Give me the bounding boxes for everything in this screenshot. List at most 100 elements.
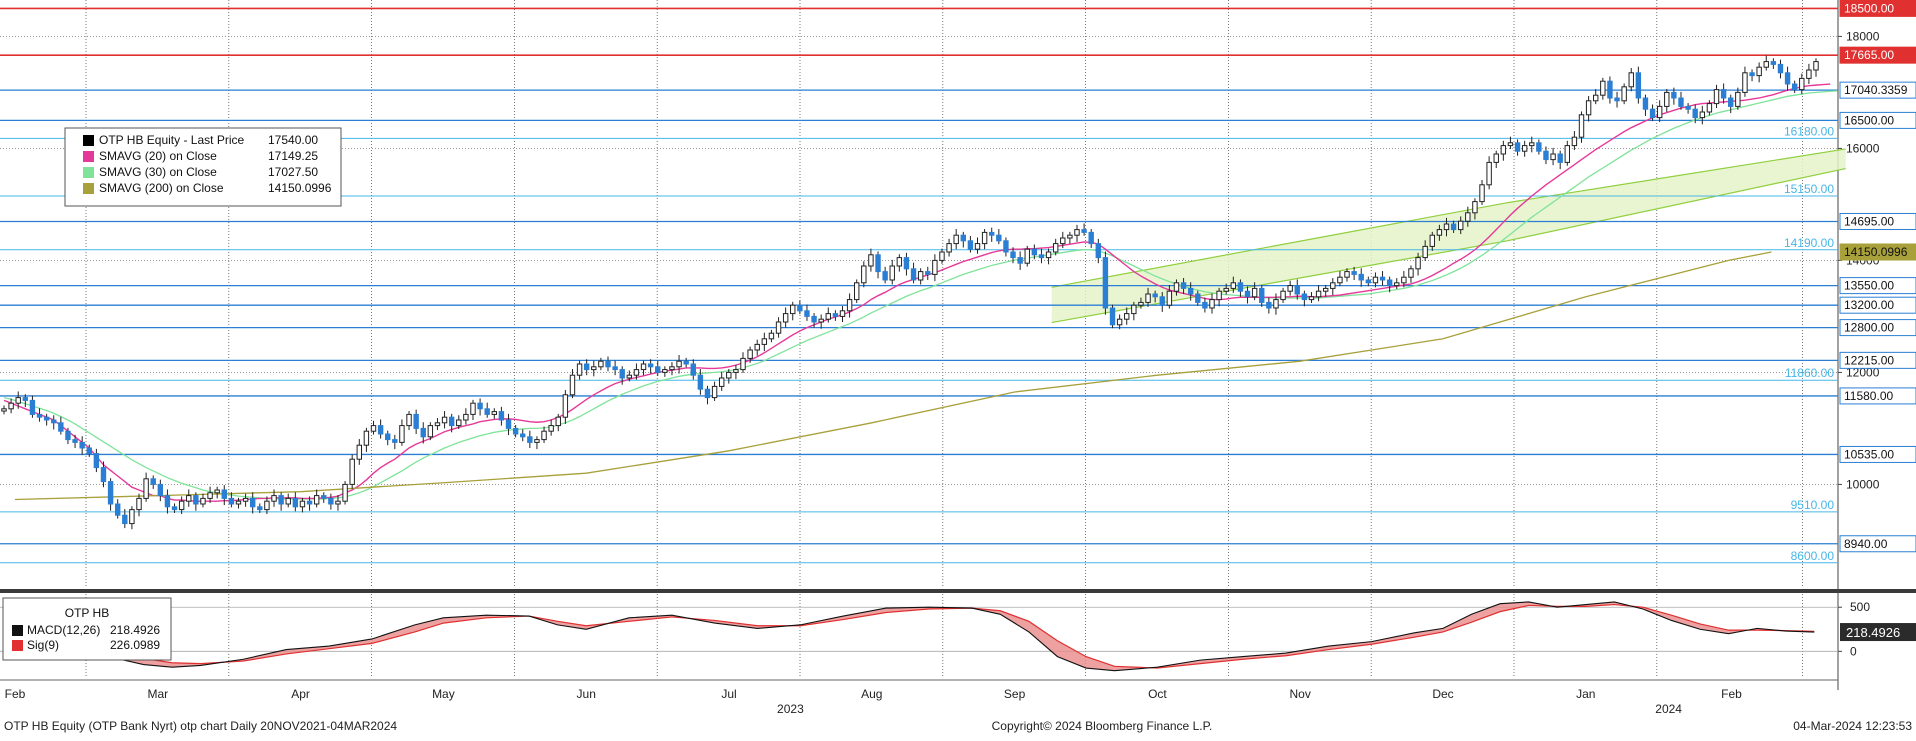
- candle-body: [1770, 61, 1777, 65]
- candle-body: [1031, 248, 1038, 256]
- candle-body: [1230, 282, 1237, 289]
- candle: [1230, 276, 1237, 293]
- candle-body: [150, 478, 156, 485]
- candle-body: [996, 234, 1002, 242]
- candle-body: [72, 439, 78, 443]
- candle-body: [8, 402, 14, 410]
- candle: [171, 503, 178, 513]
- candle-body: [1166, 290, 1173, 306]
- candle: [1223, 283, 1229, 295]
- legend-value: 17027.50: [268, 165, 318, 179]
- candle: [8, 398, 14, 414]
- candle: [534, 436, 540, 450]
- candle: [1038, 248, 1045, 264]
- candle: [1472, 198, 1478, 220]
- candle: [669, 362, 675, 376]
- candle: [1301, 290, 1308, 307]
- candle-body: [1735, 91, 1741, 107]
- candle-body: [1635, 72, 1642, 99]
- candle-body: [946, 243, 952, 253]
- candle: [974, 237, 981, 254]
- candle: [1671, 87, 1677, 105]
- candle: [200, 493, 206, 508]
- candle-body: [342, 483, 348, 502]
- value-tag-label: 11580.00: [1844, 389, 1893, 403]
- channel-upper-line: [1051, 148, 1846, 288]
- x-tick-label: Apr: [291, 687, 310, 701]
- candle: [1074, 224, 1080, 242]
- candle-body: [143, 478, 149, 499]
- candle-body: [1003, 240, 1009, 253]
- value-tag-box: [1839, 319, 1916, 337]
- macd-legend-value: 218.4926: [110, 623, 160, 637]
- candle: [868, 248, 874, 272]
- candle-body: [1450, 223, 1457, 231]
- candle-body: [221, 489, 227, 499]
- candle: [72, 434, 78, 448]
- sma20-line: [3, 83, 1831, 502]
- candle-body: [1351, 271, 1357, 275]
- candle-body: [1699, 111, 1706, 119]
- candle: [342, 481, 348, 505]
- candle: [1465, 206, 1471, 227]
- candle-body: [1259, 287, 1265, 303]
- candle-body: [441, 416, 448, 424]
- candle-body: [1408, 268, 1414, 278]
- candle-body: [775, 321, 782, 334]
- candle-body: [747, 349, 753, 359]
- value-tag: 14150.0996: [1839, 243, 1916, 261]
- value-tag-box: [1839, 445, 1916, 463]
- faint-level-label: 15150.00: [1784, 182, 1834, 196]
- candle: [1529, 136, 1535, 153]
- candle-body: [548, 425, 554, 432]
- candle: [882, 266, 888, 284]
- candle: [36, 408, 43, 422]
- candle: [22, 394, 29, 408]
- candle: [228, 492, 235, 508]
- candle: [1287, 280, 1293, 296]
- candle-body: [420, 427, 426, 438]
- candle-body: [349, 458, 355, 485]
- faint-level-label: 8600.00: [1791, 549, 1835, 563]
- candle-body: [1536, 142, 1542, 152]
- candle: [704, 385, 711, 405]
- candle: [214, 486, 220, 499]
- candle: [740, 352, 746, 373]
- candle: [157, 479, 164, 502]
- candle-body: [1514, 142, 1521, 152]
- candle-body: [1728, 97, 1734, 107]
- candle: [1415, 252, 1421, 276]
- candle-body: [1266, 301, 1272, 309]
- candle-body: [733, 369, 739, 373]
- value-tags: 18500.00 17665.00 17040.3359 16500.00 14695.…: [1839, 0, 1916, 642]
- candle-body: [136, 497, 142, 511]
- panel-divider: [0, 589, 1916, 593]
- candle: [917, 268, 924, 285]
- x-tick-label: Mar: [147, 687, 168, 701]
- candle-body: [1216, 290, 1222, 301]
- candle-body: [726, 371, 732, 379]
- candle-body: [1664, 91, 1670, 107]
- x-tick-label: Feb: [5, 687, 26, 701]
- candle: [370, 420, 377, 435]
- candle: [605, 356, 611, 372]
- candle: [782, 307, 789, 328]
- channel-lower-line: [1051, 167, 1846, 324]
- candle: [1131, 301, 1137, 321]
- macd-signal-fill: [15, 601, 1815, 671]
- candle-body: [896, 257, 903, 267]
- candle-body: [633, 369, 640, 376]
- candle-body: [1429, 234, 1435, 247]
- candle: [321, 492, 327, 503]
- candle-body: [1458, 220, 1464, 231]
- candle: [989, 227, 995, 242]
- legend-value: 14150.0996: [268, 181, 332, 195]
- candle: [1436, 224, 1443, 241]
- candle: [1749, 69, 1755, 82]
- candle-body: [1784, 72, 1791, 85]
- value-tag-label: 13200.00: [1844, 298, 1894, 312]
- candle: [264, 496, 270, 515]
- candle-body: [1507, 142, 1514, 147]
- macd-legend-swatch: [12, 640, 23, 651]
- macd-legend-value: 226.0989: [110, 638, 160, 652]
